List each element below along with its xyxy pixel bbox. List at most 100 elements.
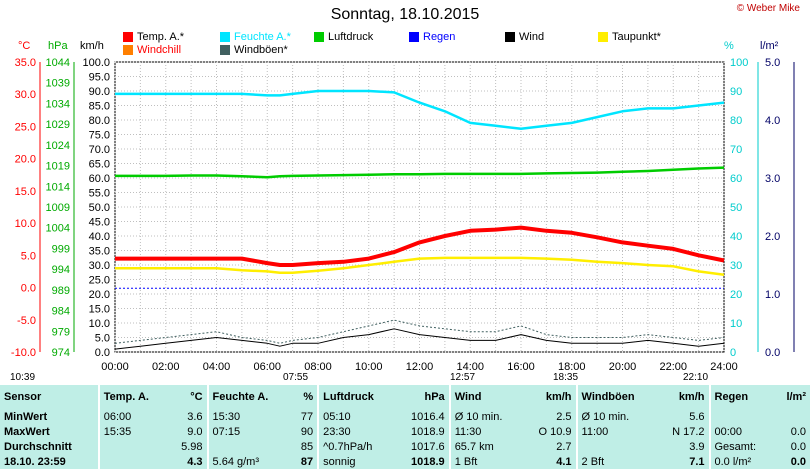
- legend-wind: Wind: [505, 31, 544, 43]
- hdr-wind: Wind: [448, 385, 523, 409]
- temp-axis-tick-5: 10.0: [15, 218, 36, 230]
- press-axis-tick-12: 984: [52, 306, 70, 318]
- legend-swatch-temp: [123, 32, 133, 42]
- press-axis-tick-7: 1009: [46, 202, 70, 214]
- hdr-gusts-unit: km/h: [678, 391, 705, 403]
- time-tick-10: 20:00: [609, 361, 637, 373]
- unit-humidity: %: [724, 40, 734, 52]
- hdr-pressure: Luftdruck: [317, 385, 395, 409]
- time-tick-5: 10:00: [355, 361, 383, 373]
- hum-axis-tick-2: 80: [730, 115, 742, 127]
- summary-cell: 7.1: [689, 455, 705, 468]
- summary-cell: 11:00: [575, 424, 657, 439]
- summary-cell: 0.0 l/m²: [708, 454, 775, 469]
- temp-axis-tick-0: 35.0: [15, 57, 36, 69]
- legend-swatch-windchill: [123, 45, 133, 55]
- hdr-humidity: Feuchte A.: [206, 385, 291, 409]
- summary-cell: 9.0: [187, 425, 203, 438]
- series-taupunkt: [115, 256, 725, 276]
- summary-cell: 5.6: [689, 410, 705, 423]
- summary-cell: 87: [300, 455, 314, 468]
- summary-cell: Ø 10 min.: [575, 409, 657, 424]
- summary-cell: [575, 439, 657, 454]
- summary-cell: 0.0: [790, 440, 806, 453]
- summary-row: Durchschnitt 5.98 85 ^0.7hPa/h 1017.6 65.7 km…: [0, 439, 810, 454]
- hdr-pressure-unit: hPa: [424, 391, 445, 403]
- wind-axis-tick-7: 65.0: [89, 159, 110, 171]
- wind-axis-tick-1: 95.0: [89, 72, 110, 84]
- series-temp-a: [115, 225, 725, 267]
- rain-axis-tick-2: 3.0: [765, 173, 780, 185]
- wind-axis-tick-19: 5.0: [95, 333, 110, 345]
- legend-gusts: Windböen*: [220, 44, 288, 56]
- hdr-gusts: Windböen: [575, 385, 657, 409]
- summary-cell: 15:30: [206, 409, 291, 424]
- wind-axis-tick-11: 45.0: [89, 217, 110, 229]
- time-tick-3: 06:00: [253, 361, 281, 373]
- wind-axis-tick-6: 70.0: [89, 144, 110, 156]
- summary-table: Sensor Temp. A. °C Feuchte A. % Luftdruc…: [0, 385, 810, 469]
- legend-swatch-humidity: [220, 32, 230, 42]
- wind-axis-tick-5: 75.0: [89, 130, 110, 142]
- temp-axis-tick-7: 0.0: [21, 283, 36, 295]
- summary-row-label: MinWert: [4, 410, 48, 423]
- wind-axis-tick-20: 0.0: [95, 347, 110, 359]
- legend-swatch-gusts: [220, 45, 230, 55]
- press-axis-tick-1: 1039: [46, 78, 70, 90]
- summary-row-label: MaxWert: [4, 425, 50, 438]
- time-marker-2: 07:55: [283, 372, 309, 383]
- summary-cell: 1017.6: [411, 440, 445, 453]
- summary-cell: Ø 10 min.: [448, 409, 523, 424]
- hdr-temp: Temp. A.: [97, 385, 169, 409]
- hdr-rain: Regen: [708, 385, 775, 409]
- wind-axis-tick-4: 80.0: [89, 115, 110, 127]
- time-marker-5: 22:10: [683, 372, 709, 383]
- temp-axis-tick-8: -5.0: [17, 315, 36, 327]
- time-marker-4: 18:35: [553, 372, 579, 383]
- legend-windchill: Windchill: [123, 44, 181, 56]
- time-tick-9: 18:00: [558, 361, 586, 373]
- time-tick-1: 02:00: [152, 361, 180, 373]
- press-axis-tick-9: 999: [52, 243, 70, 255]
- summary-row: MinWert 06:00 3.6 15:30 77 05:10 1016.4 Ø 10 mi…: [0, 409, 810, 424]
- summary-cell: 2.7: [556, 440, 572, 453]
- hdr-sensor: Sensor: [4, 391, 42, 403]
- wind-axis-tick-12: 40.0: [89, 231, 110, 243]
- wind-axis-tick-14: 30.0: [89, 260, 110, 272]
- summary-header-row: Sensor Temp. A. °C Feuchte A. % Luftdruc…: [0, 385, 810, 409]
- legend-humidity: Feuchte A.*: [220, 31, 291, 43]
- summary-cell: N 17.2: [672, 425, 705, 438]
- summary-cell: 4.1: [556, 455, 572, 468]
- time-tick-4: 08:00: [304, 361, 332, 373]
- wind-axis-tick-2: 90.0: [89, 86, 110, 98]
- brand-label: © Weber Mike: [736, 3, 800, 14]
- summary-cell: 05:10: [317, 409, 395, 424]
- summary-row-label: Durchschnitt: [4, 440, 72, 453]
- hum-axis-tick-6: 40: [730, 231, 742, 243]
- summary-cell: 23:30: [317, 424, 395, 439]
- temp-axis-tick-1: 30.0: [15, 89, 36, 101]
- series-luftdruck: [115, 166, 725, 179]
- time-marker-3: 12:57: [450, 372, 476, 383]
- summary-row-label: 18.10. 23:59: [4, 455, 66, 468]
- summary-cell: 0.0: [790, 455, 806, 468]
- summary-cell: O 10.9: [538, 425, 572, 438]
- rain-axis-tick-0: 5.0: [765, 57, 780, 69]
- series-feuchte-a: [115, 89, 725, 130]
- press-axis-tick-14: 974: [52, 347, 70, 359]
- rain-axis-tick-3: 2.0: [765, 231, 780, 243]
- summary-cell: 07:15: [206, 424, 291, 439]
- summary-cell: 3.6: [187, 410, 203, 423]
- press-axis-tick-13: 979: [52, 326, 70, 338]
- summary-cell: 1 Bft: [448, 454, 523, 469]
- summary-cell: ^0.7hPa/h: [317, 439, 395, 454]
- hum-axis-tick-3: 70: [730, 144, 742, 156]
- summary-cell: 1018.9: [411, 455, 445, 468]
- wind-axis-tick-9: 55.0: [89, 188, 110, 200]
- wind-axis-tick-18: 10.0: [89, 318, 110, 330]
- time-tick-0: 00:00: [101, 361, 129, 373]
- press-axis-tick-4: 1024: [46, 140, 70, 152]
- wind-axis-tick-3: 85.0: [89, 101, 110, 113]
- summary-cell: 1018.9: [411, 425, 445, 438]
- time-tick-7: 14:00: [456, 361, 484, 373]
